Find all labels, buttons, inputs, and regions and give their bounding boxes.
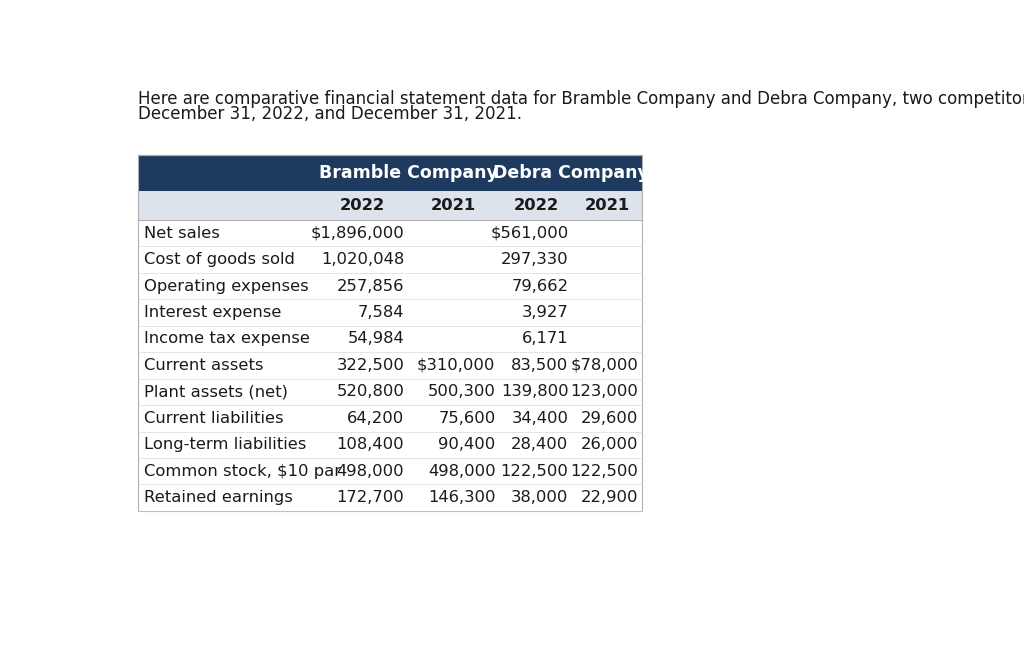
Text: Operating expenses: Operating expenses	[143, 279, 308, 294]
Text: December 31, 2022, and December 31, 2021.: December 31, 2022, and December 31, 2021…	[137, 105, 521, 123]
Text: Current liabilities: Current liabilities	[143, 411, 284, 426]
Text: Long-term liabilities: Long-term liabilities	[143, 437, 306, 452]
Text: 520,800: 520,800	[336, 384, 404, 399]
Text: 75,600: 75,600	[438, 411, 496, 426]
Text: 34,400: 34,400	[511, 411, 568, 426]
Text: 500,300: 500,300	[428, 384, 496, 399]
Text: 2022: 2022	[513, 198, 558, 213]
Text: 26,000: 26,000	[581, 437, 638, 452]
Text: 146,300: 146,300	[428, 490, 496, 505]
Text: Income tax expense: Income tax expense	[143, 332, 309, 347]
Text: Cost of goods sold: Cost of goods sold	[143, 252, 295, 267]
Text: Retained earnings: Retained earnings	[143, 490, 293, 505]
Text: Common stock, $10 par: Common stock, $10 par	[143, 464, 341, 479]
Text: $310,000: $310,000	[417, 358, 496, 373]
Text: 90,400: 90,400	[438, 437, 496, 452]
Text: 322,500: 322,500	[336, 358, 404, 373]
Bar	[137, 485, 642, 511]
Text: 122,500: 122,500	[570, 464, 638, 479]
Text: Net sales: Net sales	[143, 226, 220, 240]
Bar	[137, 155, 642, 511]
Text: 64,200: 64,200	[347, 411, 404, 426]
Text: $78,000: $78,000	[570, 358, 638, 373]
Text: 2022: 2022	[340, 198, 385, 213]
Text: 2021: 2021	[431, 198, 476, 213]
Text: Interest expense: Interest expense	[143, 305, 282, 320]
Text: 297,330: 297,330	[501, 252, 568, 267]
Text: 28,400: 28,400	[511, 437, 568, 452]
Text: 122,500: 122,500	[501, 464, 568, 479]
Text: 108,400: 108,400	[337, 437, 404, 452]
Text: 498,000: 498,000	[337, 464, 404, 479]
Bar	[137, 378, 642, 405]
Bar	[137, 299, 642, 326]
Text: Debra Company: Debra Company	[493, 164, 649, 182]
Text: 29,600: 29,600	[581, 411, 638, 426]
Text: 498,000: 498,000	[428, 464, 496, 479]
Bar	[137, 155, 642, 191]
Text: Plant assets (net): Plant assets (net)	[143, 384, 288, 399]
Bar	[137, 353, 642, 378]
Text: 172,700: 172,700	[337, 490, 404, 505]
Text: 139,800: 139,800	[501, 384, 568, 399]
Text: Bramble Company: Bramble Company	[318, 164, 498, 182]
Text: 22,900: 22,900	[581, 490, 638, 505]
Text: 2021: 2021	[585, 198, 630, 213]
Text: 3,927: 3,927	[521, 305, 568, 320]
Text: Here are comparative financial statement data for Bramble Company and Debra Comp: Here are comparative financial statement…	[137, 90, 1024, 108]
Bar	[137, 246, 642, 273]
Bar	[137, 220, 642, 246]
Text: 83,500: 83,500	[511, 358, 568, 373]
Bar	[137, 432, 642, 458]
Bar	[137, 405, 642, 432]
Text: $1,896,000: $1,896,000	[310, 226, 404, 240]
Text: 54,984: 54,984	[347, 332, 404, 347]
Text: 123,000: 123,000	[570, 384, 638, 399]
Text: 7,584: 7,584	[357, 305, 404, 320]
Text: 6,171: 6,171	[522, 332, 568, 347]
Text: $561,000: $561,000	[490, 226, 568, 240]
Text: 38,000: 38,000	[511, 490, 568, 505]
Bar	[137, 326, 642, 353]
Bar	[137, 458, 642, 485]
Bar	[137, 273, 642, 299]
Text: 79,662: 79,662	[511, 279, 568, 294]
Text: 1,020,048: 1,020,048	[321, 252, 404, 267]
Text: Current assets: Current assets	[143, 358, 263, 373]
Text: 257,856: 257,856	[337, 279, 404, 294]
Bar	[137, 191, 642, 220]
